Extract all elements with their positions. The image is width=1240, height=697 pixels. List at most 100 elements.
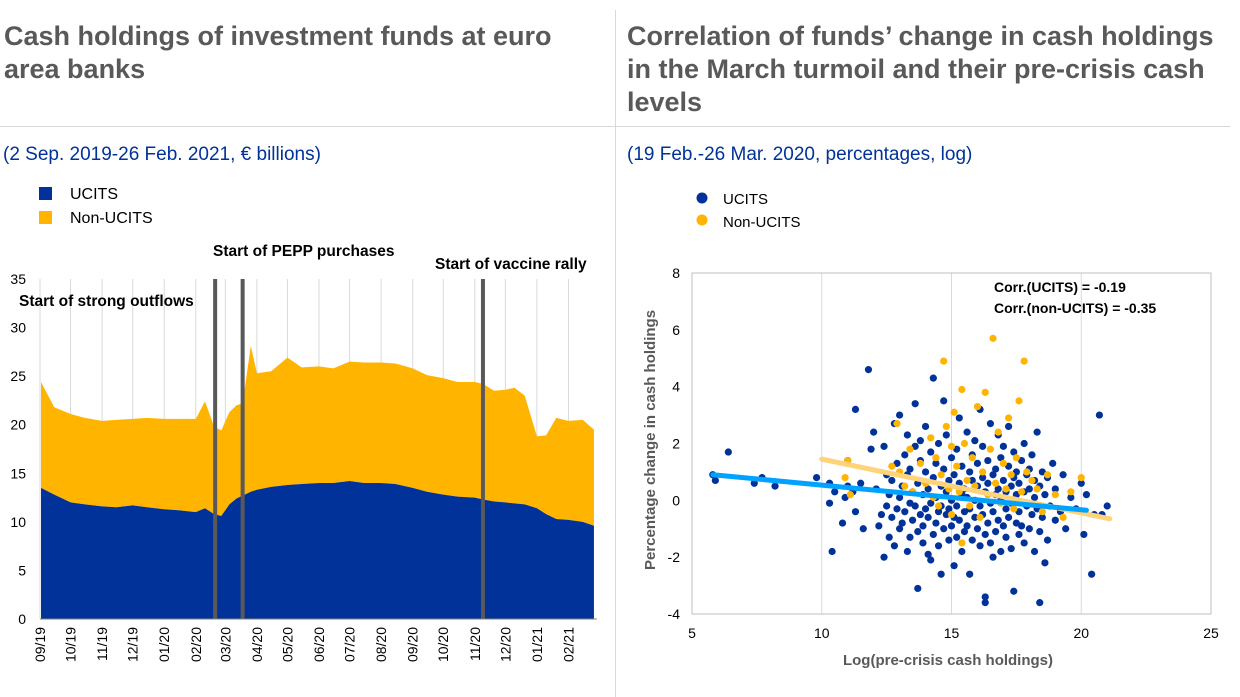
ucits-point [999, 442, 1007, 450]
ucits-point [932, 459, 940, 467]
non-ucits-area [41, 346, 594, 526]
ucits-point [838, 519, 847, 527]
ucits-point [1059, 471, 1067, 479]
non-ucits-point [1077, 474, 1085, 482]
right-panel-subtitle: (19 Feb.-26 Mar. 2020, percentages, log) [627, 144, 973, 165]
left-y-tick-label: 30 [10, 320, 26, 336]
left-y-tick-label: 0 [18, 611, 26, 627]
ucits-point [976, 502, 984, 510]
ucits-point [914, 527, 922, 536]
non-ucits-point [973, 402, 982, 411]
corr-ucits-annotation: Corr.(UCITS) = -0.19 [994, 279, 1126, 295]
ucits-point [992, 527, 1000, 536]
ucits-point [924, 513, 932, 521]
ucits-point [950, 471, 958, 479]
ucits-point [888, 513, 896, 521]
non-ucits-point [1017, 488, 1026, 496]
legend-ucits-label: UCITS [723, 191, 768, 208]
non-ucits-point [937, 471, 945, 479]
ucits-point [984, 479, 992, 487]
non-ucits-point [947, 442, 956, 450]
ucits-point [958, 462, 966, 470]
non-ucits-point [1059, 513, 1067, 521]
ucits-point [1010, 448, 1018, 456]
ucits-point [911, 502, 919, 510]
ucits-point [973, 459, 982, 467]
event-label-vaccine-rally: Start of vaccine rally [435, 256, 587, 273]
ucits-point [1103, 502, 1111, 510]
x-axis-title: Log(pre-crisis cash holdings) [843, 652, 1053, 669]
ucits-point [880, 553, 888, 561]
ucits-point [940, 397, 948, 405]
ucits-point [966, 468, 974, 476]
left-x-tick-label: 05/20 [279, 627, 295, 662]
right-y-tick-label: 6 [672, 322, 680, 338]
ucits-point [934, 439, 943, 448]
ucits-point [1030, 547, 1039, 556]
left-x-tick-label: 04/20 [249, 627, 265, 662]
non-ucits-point [1015, 397, 1023, 405]
ucits-point [1033, 428, 1041, 436]
non-ucits-point [846, 491, 854, 499]
ucits-point [945, 505, 953, 513]
ucits-point [921, 422, 930, 431]
ucits-point [1028, 451, 1036, 459]
left-x-tick-label: 08/20 [373, 627, 389, 662]
ucits-point [1025, 525, 1033, 533]
ucits-point [921, 468, 930, 476]
left-y-tick-labels: 0 5 10 15 20 25 30 35 [10, 271, 26, 627]
ucits-point [825, 499, 834, 507]
header-rule-right [616, 126, 1230, 127]
ucits-point [1095, 411, 1104, 419]
ucits-point [934, 542, 943, 550]
non-ucits-point [999, 459, 1007, 467]
ucits-point [857, 479, 865, 487]
ucits-point [828, 547, 836, 556]
ucits-point [916, 510, 924, 519]
ucits-point [940, 525, 948, 533]
ucits-point [947, 454, 956, 462]
ucits-point [953, 533, 961, 541]
event-label-strong-outflows: Start of strong outflows [19, 293, 194, 310]
non-ucits-point [888, 462, 896, 470]
ucits-point [919, 539, 927, 547]
ucits-point [994, 485, 1002, 493]
ucits-point [885, 533, 893, 541]
left-panel-subtitle: (2 Sep. 2019-26 Feb. 2021, € billions) [3, 144, 321, 165]
ucits-point [989, 508, 997, 516]
ucits-point [1025, 485, 1033, 493]
right-x-tick-labels: 5 10 15 20 25 [688, 625, 1219, 641]
ucits-point [906, 465, 914, 473]
ucits-point [1015, 530, 1023, 539]
left-x-tick-label: 10/20 [435, 627, 451, 662]
ucits-point [1028, 510, 1036, 519]
ucits-point [929, 374, 937, 382]
ucits-point [945, 536, 953, 544]
ucits-point [1017, 522, 1026, 530]
left-y-tick-label: 25 [10, 368, 26, 384]
right-y-tick-label: -4 [668, 606, 681, 622]
ucits-point [1041, 491, 1049, 499]
ucits-point [901, 451, 909, 459]
ucits-point [955, 516, 963, 524]
ucits-point [981, 530, 989, 539]
right-y-tick-label: -2 [668, 549, 681, 565]
trendlines [710, 456, 1113, 522]
non-ucits-point [942, 422, 950, 431]
ucits-area [41, 481, 594, 619]
ucits-point [1036, 527, 1044, 536]
ucits-point [927, 499, 935, 507]
cash-correlation-scatter-chart: -4 -2 0 2 4 6 8 5 10 15 20 25 Log(pre-crisis cash … [642, 191, 1219, 669]
non-ucits-point [1033, 485, 1041, 493]
non-ucits-point [841, 474, 849, 482]
ucits-point [976, 542, 984, 550]
left-y-tick-label: 20 [10, 417, 26, 433]
ucits-point [999, 476, 1007, 485]
right-x-tick-label: 25 [1203, 625, 1219, 641]
non-ucits-point [963, 476, 971, 485]
ucits-point [940, 465, 948, 473]
left-y-tick-label: 35 [10, 271, 26, 287]
ucits-points [709, 366, 1111, 607]
ucits-point [966, 570, 974, 578]
left-x-tick-label: 03/20 [217, 627, 233, 662]
